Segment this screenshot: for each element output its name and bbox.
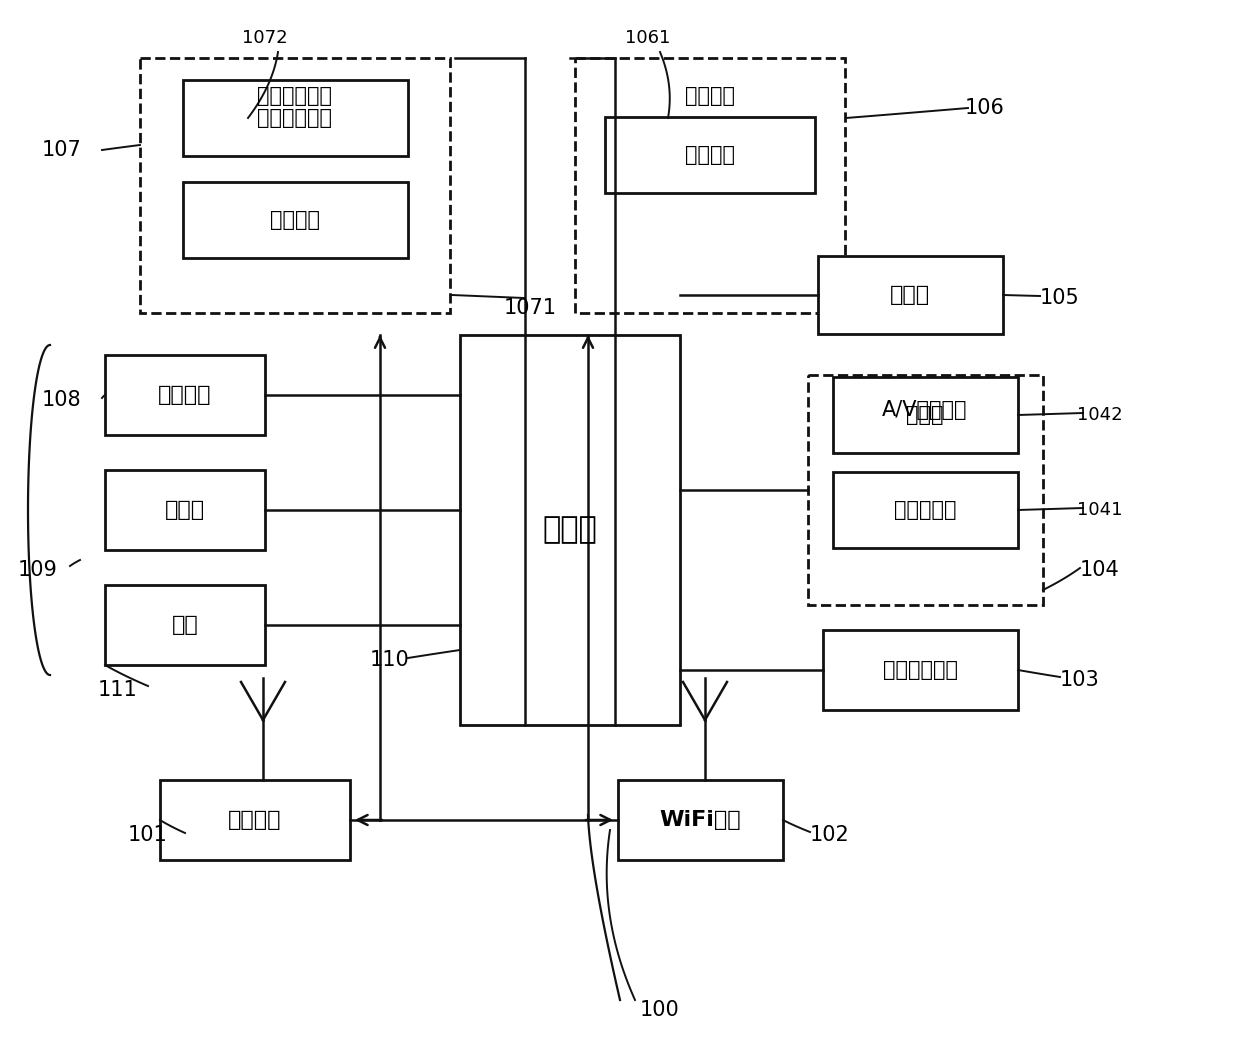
Text: 102: 102 bbox=[810, 825, 849, 845]
Text: 105: 105 bbox=[1040, 288, 1080, 308]
Text: 触控面板: 触控面板 bbox=[270, 210, 320, 230]
Text: 电源: 电源 bbox=[171, 615, 198, 635]
Text: 104: 104 bbox=[1080, 560, 1120, 580]
Bar bbox=[160, 780, 350, 859]
Text: 显示面板: 显示面板 bbox=[684, 145, 735, 165]
Text: 110: 110 bbox=[370, 650, 410, 670]
Text: 用户输入单元: 用户输入单元 bbox=[258, 86, 332, 106]
Text: 100: 100 bbox=[640, 1000, 680, 1020]
Text: 107: 107 bbox=[42, 140, 82, 160]
Bar bbox=[822, 630, 1018, 710]
Bar bbox=[832, 377, 1018, 453]
Text: 1072: 1072 bbox=[242, 29, 288, 47]
Bar bbox=[182, 80, 408, 156]
Bar bbox=[182, 182, 408, 258]
Bar bbox=[105, 355, 265, 434]
Text: 1061: 1061 bbox=[625, 29, 671, 47]
Text: 1042: 1042 bbox=[1078, 406, 1122, 424]
Bar bbox=[140, 58, 450, 312]
Text: 麦克风: 麦克风 bbox=[906, 405, 944, 425]
Bar bbox=[832, 472, 1018, 548]
Text: 处理器: 处理器 bbox=[543, 515, 598, 545]
Bar bbox=[105, 470, 265, 550]
Text: 109: 109 bbox=[19, 560, 58, 580]
Text: 1071: 1071 bbox=[503, 298, 557, 318]
Text: 图形处理器: 图形处理器 bbox=[894, 500, 956, 520]
Text: 传感器: 传感器 bbox=[890, 285, 930, 305]
Bar bbox=[605, 117, 815, 193]
Bar bbox=[575, 58, 844, 312]
Text: A/V输入单元: A/V输入单元 bbox=[882, 400, 967, 420]
Text: 1041: 1041 bbox=[1078, 501, 1122, 519]
Text: 接口单元: 接口单元 bbox=[159, 385, 212, 405]
Bar bbox=[817, 256, 1002, 333]
Text: 音频输出单元: 音频输出单元 bbox=[883, 660, 957, 680]
Text: 显示单元: 显示单元 bbox=[684, 86, 735, 106]
Bar bbox=[105, 585, 265, 665]
Bar bbox=[807, 375, 1043, 605]
Bar bbox=[460, 335, 680, 725]
Text: 射频单元: 射频单元 bbox=[228, 810, 281, 830]
Text: 108: 108 bbox=[42, 390, 82, 410]
Bar bbox=[618, 780, 782, 859]
Text: 106: 106 bbox=[965, 98, 1004, 118]
Text: 存储器: 存储器 bbox=[165, 500, 205, 520]
Text: 103: 103 bbox=[1060, 670, 1100, 690]
Text: 111: 111 bbox=[98, 680, 138, 700]
Text: WiFi模块: WiFi模块 bbox=[660, 810, 740, 830]
Text: 其他输入设备: 其他输入设备 bbox=[258, 108, 332, 128]
Text: 101: 101 bbox=[128, 825, 167, 845]
